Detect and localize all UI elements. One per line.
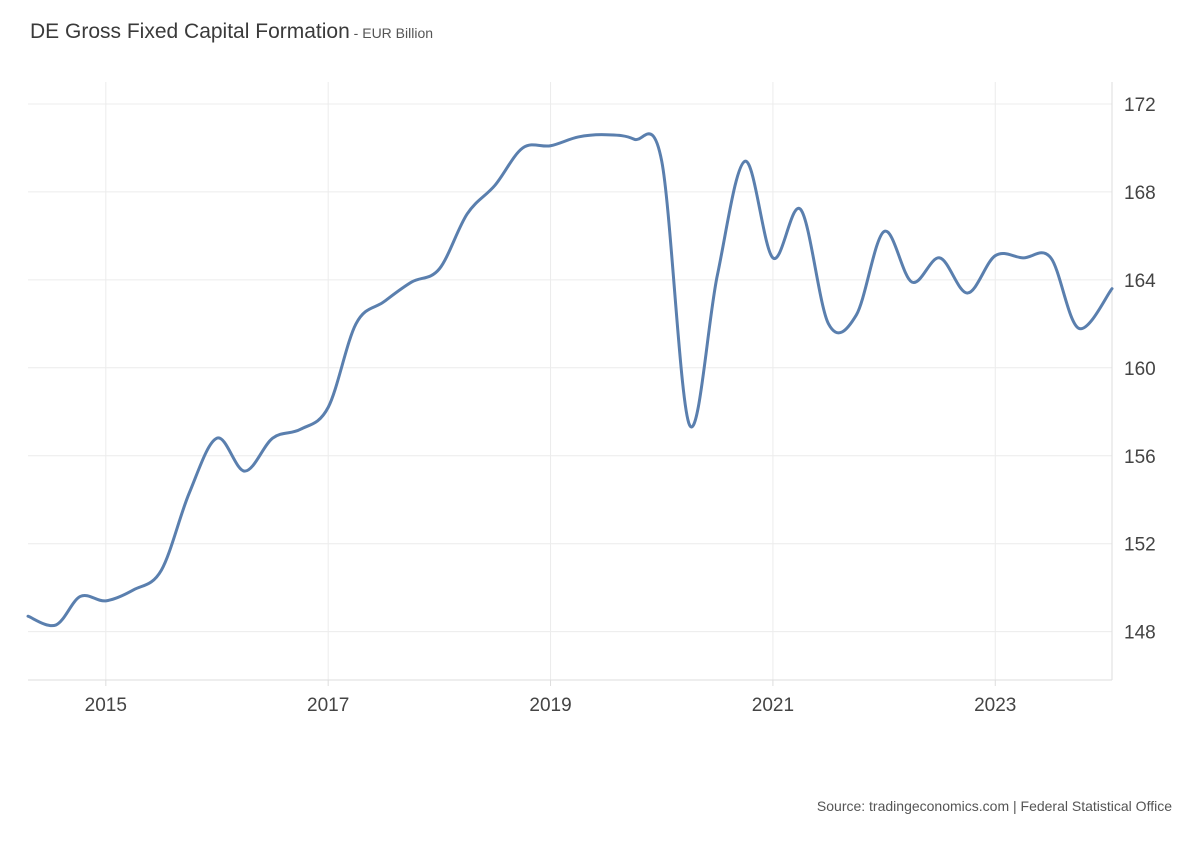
grid-layer: [28, 82, 1112, 680]
axis-layer: [28, 82, 1113, 686]
chart-subtitle: EUR Billion: [362, 25, 434, 41]
y-tick-label: 172: [1124, 95, 1156, 116]
y-tick-label: 148: [1124, 623, 1156, 644]
y-tick-label: 156: [1124, 447, 1156, 468]
source-note: Source: tradingeconomics.com | Federal S…: [816, 798, 1172, 814]
tick-label-layer: 148 152 156 160 164 168 172 2015 2017 2019 2021 202…: [85, 95, 1156, 716]
y-tick-label: 164: [1124, 271, 1156, 292]
x-tick-label: 2021: [752, 695, 794, 716]
series-layer: [26, 132, 1114, 628]
y-tick-label: 168: [1124, 183, 1156, 204]
series-line: [26, 132, 1114, 628]
chart-title-main: DE Gross Fixed Capital Formation: [30, 20, 350, 43]
x-tick-label: 2023: [974, 695, 1016, 716]
chart-title-separator: -: [349, 25, 363, 41]
x-tick-label: 2015: [85, 695, 127, 716]
y-tick-label: 152: [1124, 535, 1156, 556]
chart-title: DE Gross Fixed Capital Formation - EUR B…: [30, 20, 433, 44]
y-tick-label: 160: [1124, 359, 1156, 380]
x-tick-label: 2017: [307, 695, 349, 716]
x-tick-label: 2019: [529, 695, 571, 716]
